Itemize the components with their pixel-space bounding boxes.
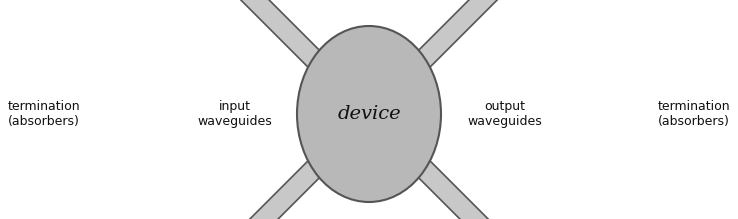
Polygon shape [411,0,521,72]
Text: termination
(absorbers): termination (absorbers) [658,100,730,128]
Polygon shape [411,156,521,219]
Polygon shape [217,0,327,72]
Text: input
waveguides: input waveguides [198,100,272,128]
Text: output
waveguides: output waveguides [468,100,542,128]
Text: device: device [337,105,401,123]
Text: termination
(absorbers): termination (absorbers) [8,100,80,128]
Ellipse shape [297,26,441,202]
Polygon shape [217,156,327,219]
